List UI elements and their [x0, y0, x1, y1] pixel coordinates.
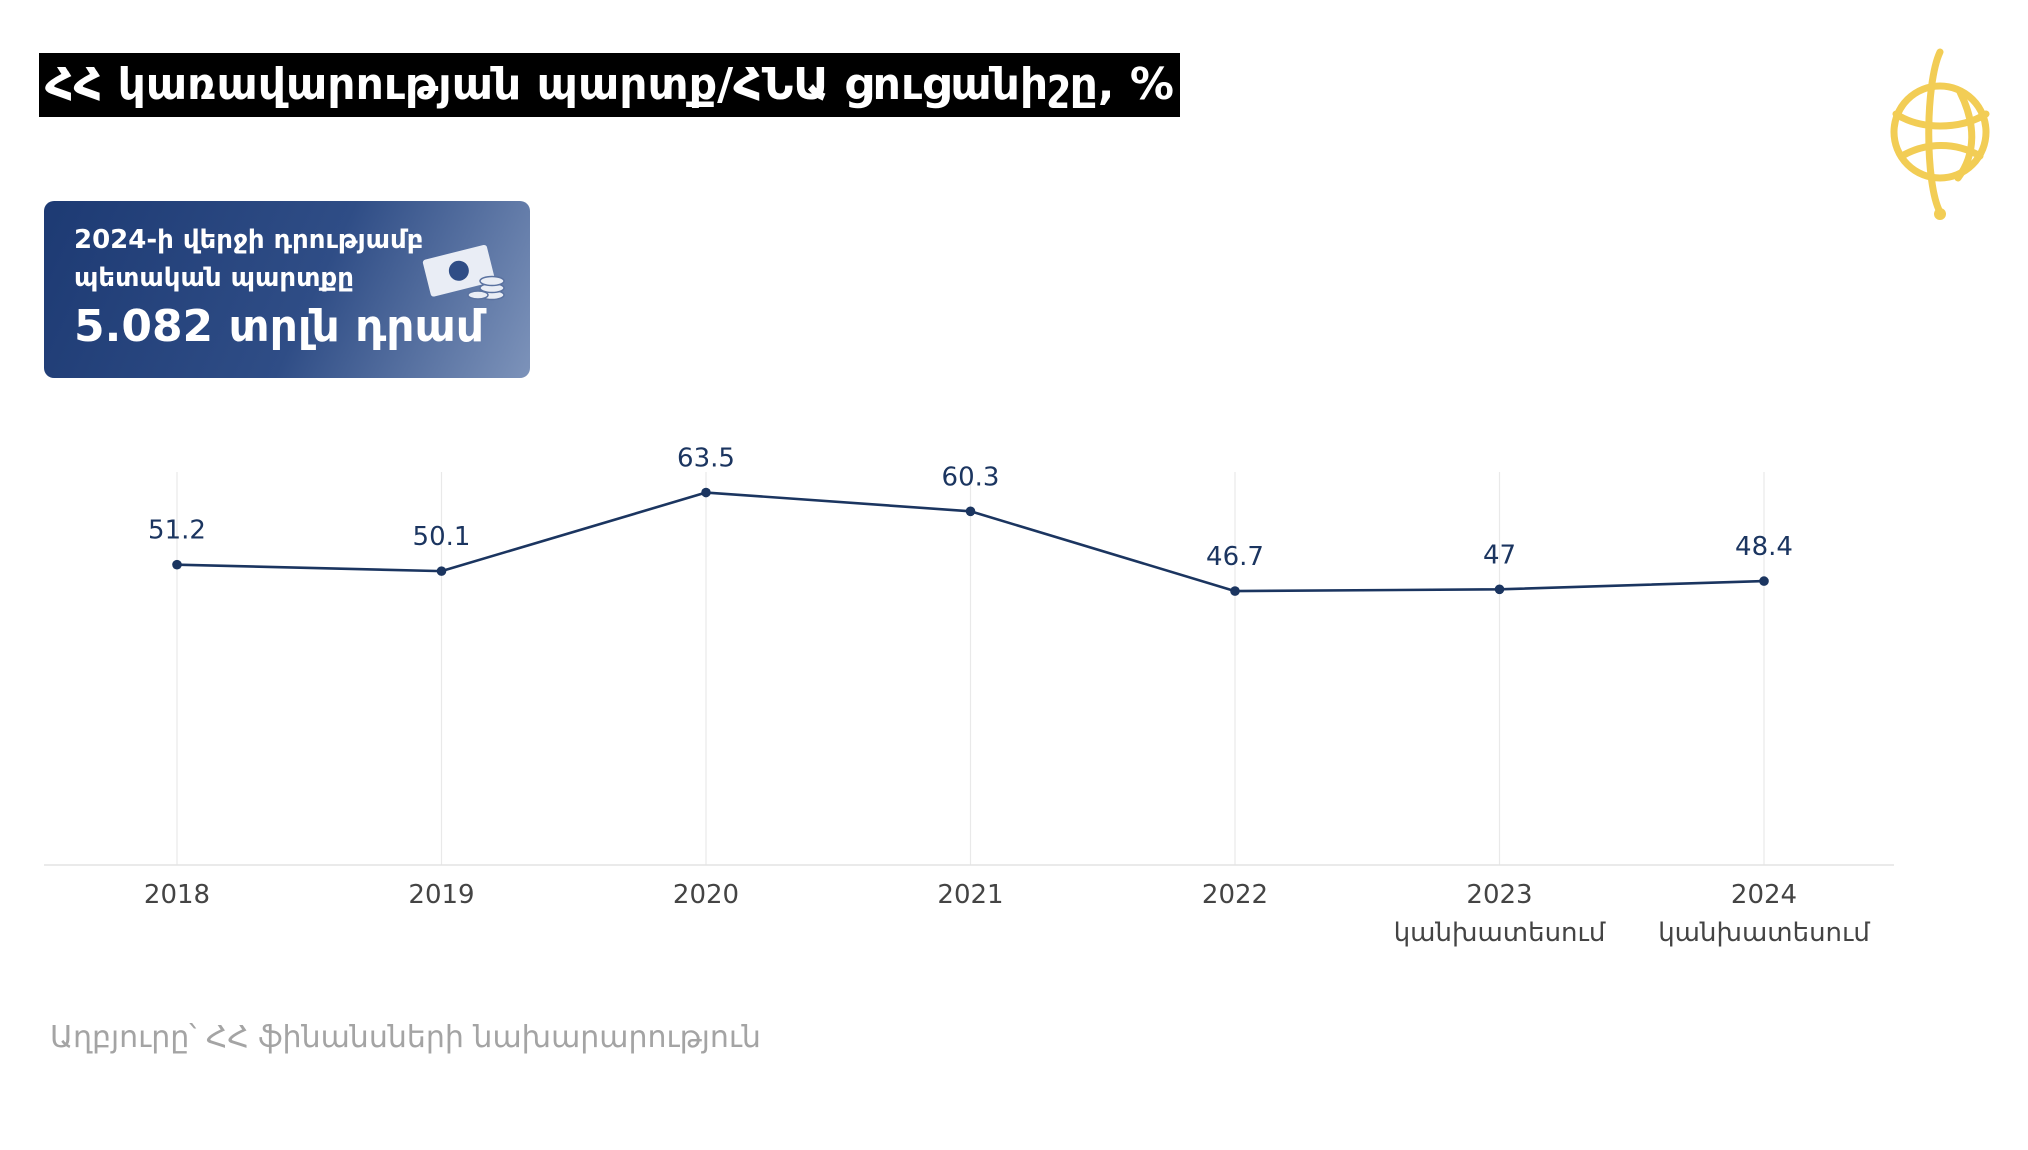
- public-debt-card: 2024-ի վերջի դրությամբ պետական պարտքը 5.…: [44, 201, 530, 378]
- source-note: Աղբյուրը՝ ՀՀ ֆինանսների նախարարություն: [50, 1020, 761, 1055]
- x-tick-label: 2018: [144, 880, 210, 910]
- data-label: 50.1: [413, 522, 471, 552]
- data-point: [701, 487, 711, 498]
- data-point: [1230, 586, 1240, 596]
- chart-title: ՀՀ կառավարության պարտք/ՀՆԱ ցուցանիշը, %: [39, 53, 1180, 117]
- data-point: [436, 566, 447, 576]
- x-tick-label: 2024: [1731, 880, 1797, 910]
- data-label: 46.7: [1206, 542, 1264, 572]
- data-point: [1759, 576, 1769, 586]
- money-coins-icon: [422, 244, 505, 301]
- debt-card-caption: 2024-ի վերջի դրությամբ պետական պարտքը: [74, 221, 423, 297]
- data-label: 47: [1483, 540, 1516, 570]
- debt-card-caption-line2: պետական պարտքը: [74, 263, 354, 293]
- x-tick-label: 2021: [937, 880, 1003, 910]
- x-tick-note: կանխատեսում: [1658, 918, 1870, 948]
- data-point: [172, 559, 182, 570]
- data-label: 60.3: [942, 462, 1000, 492]
- data-label: 63.5: [677, 444, 735, 474]
- x-tick-label: 2020: [673, 880, 739, 910]
- data-point: [965, 506, 976, 517]
- data-point: [1494, 584, 1505, 595]
- debt-card-value: 5.082 տրլն դրամ: [74, 301, 485, 352]
- x-tick-label: 2019: [408, 880, 474, 910]
- x-tick-label: 2023: [1466, 880, 1532, 910]
- debt-card-caption-line1: 2024-ի վերջի դրությամբ: [74, 225, 424, 255]
- x-tick-label: 2022: [1202, 880, 1268, 910]
- data-label: 51.2: [148, 516, 206, 546]
- data-label: 48.4: [1735, 532, 1793, 562]
- globe-logo-icon: [1890, 48, 1990, 220]
- x-tick-note: կանխատեսում: [1394, 918, 1606, 948]
- debt-to-gdp-line-chart: 51.2 50.1 63.5 60.3 46.7 47 48.4 2018 2019 2020 20…: [44, 444, 1894, 948]
